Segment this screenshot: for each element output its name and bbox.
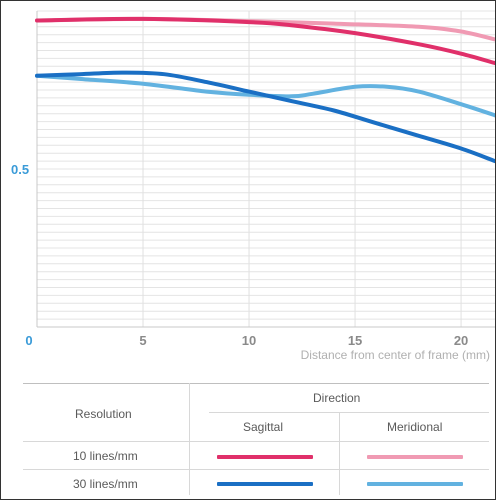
series-lines xyxy=(35,16,495,164)
x-tick-label: 15 xyxy=(348,333,362,348)
column-meridional: Meridional xyxy=(387,420,443,434)
swatch-10-meridional xyxy=(367,455,463,459)
legend-divider xyxy=(189,383,190,495)
x-tick-label: 20 xyxy=(454,333,468,348)
swatch-30-sagittal xyxy=(217,482,313,486)
series-line-30-sagittal xyxy=(35,70,495,164)
grid xyxy=(36,10,495,328)
legend-top-rule xyxy=(23,383,489,384)
series-line-30-meridional xyxy=(35,73,495,118)
x-tick-label: 10 xyxy=(242,333,256,348)
legend-rule xyxy=(23,469,489,470)
series-line-10-sagittal xyxy=(35,16,495,66)
row-label-30-lines: 30 lines/mm xyxy=(73,477,138,491)
swatch-10-sagittal xyxy=(217,455,313,459)
legend-rule xyxy=(23,441,489,442)
y-tick-label: 0.5 xyxy=(11,162,29,177)
legend-rule xyxy=(209,412,489,413)
x-tick-label: 0 xyxy=(25,333,32,348)
x-axis-label: Distance from center of frame (mm) xyxy=(301,348,490,362)
mtf-chart: 0 5 10 15 20 0.5 Distance from center of fram… xyxy=(11,10,495,362)
direction-header: Direction xyxy=(313,391,361,405)
tick-labels: 0 5 10 15 20 0.5 xyxy=(11,162,468,348)
legend-table: Direction Resolution Sagittal Meridional… xyxy=(23,383,489,495)
resolution-header: Resolution xyxy=(75,407,132,421)
legend-divider xyxy=(339,412,340,495)
x-tick-label: 5 xyxy=(139,333,146,348)
swatch-30-meridional xyxy=(367,482,463,486)
row-label-10-lines: 10 lines/mm xyxy=(73,449,138,463)
column-sagittal: Sagittal xyxy=(243,420,284,434)
